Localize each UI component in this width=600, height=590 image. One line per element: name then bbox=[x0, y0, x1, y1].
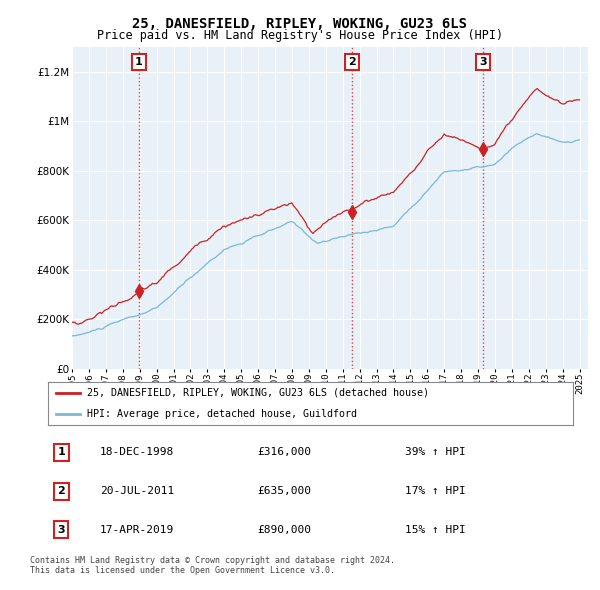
Text: 25, DANESFIELD, RIPLEY, WOKING, GU23 6LS: 25, DANESFIELD, RIPLEY, WOKING, GU23 6LS bbox=[133, 17, 467, 31]
Text: 18-DEC-1998: 18-DEC-1998 bbox=[100, 447, 175, 457]
Text: 1: 1 bbox=[57, 447, 65, 457]
Text: 25, DANESFIELD, RIPLEY, WOKING, GU23 6LS (detached house): 25, DANESFIELD, RIPLEY, WOKING, GU23 6LS… bbox=[88, 388, 430, 398]
Text: 1: 1 bbox=[135, 57, 143, 67]
Text: 17% ↑ HPI: 17% ↑ HPI bbox=[405, 486, 466, 496]
Text: Price paid vs. HM Land Registry's House Price Index (HPI): Price paid vs. HM Land Registry's House … bbox=[97, 29, 503, 42]
Text: £635,000: £635,000 bbox=[257, 486, 311, 496]
Text: HPI: Average price, detached house, Guildford: HPI: Average price, detached house, Guil… bbox=[88, 409, 358, 419]
Text: £316,000: £316,000 bbox=[257, 447, 311, 457]
Text: 20-JUL-2011: 20-JUL-2011 bbox=[100, 486, 175, 496]
Text: Contains HM Land Registry data © Crown copyright and database right 2024.
This d: Contains HM Land Registry data © Crown c… bbox=[30, 556, 395, 575]
Text: £890,000: £890,000 bbox=[257, 525, 311, 535]
Text: 2: 2 bbox=[348, 57, 356, 67]
Text: 2: 2 bbox=[57, 486, 65, 496]
Text: 39% ↑ HPI: 39% ↑ HPI bbox=[405, 447, 466, 457]
Text: 3: 3 bbox=[58, 525, 65, 535]
Text: 15% ↑ HPI: 15% ↑ HPI bbox=[405, 525, 466, 535]
Text: 3: 3 bbox=[479, 57, 487, 67]
Text: 17-APR-2019: 17-APR-2019 bbox=[100, 525, 175, 535]
